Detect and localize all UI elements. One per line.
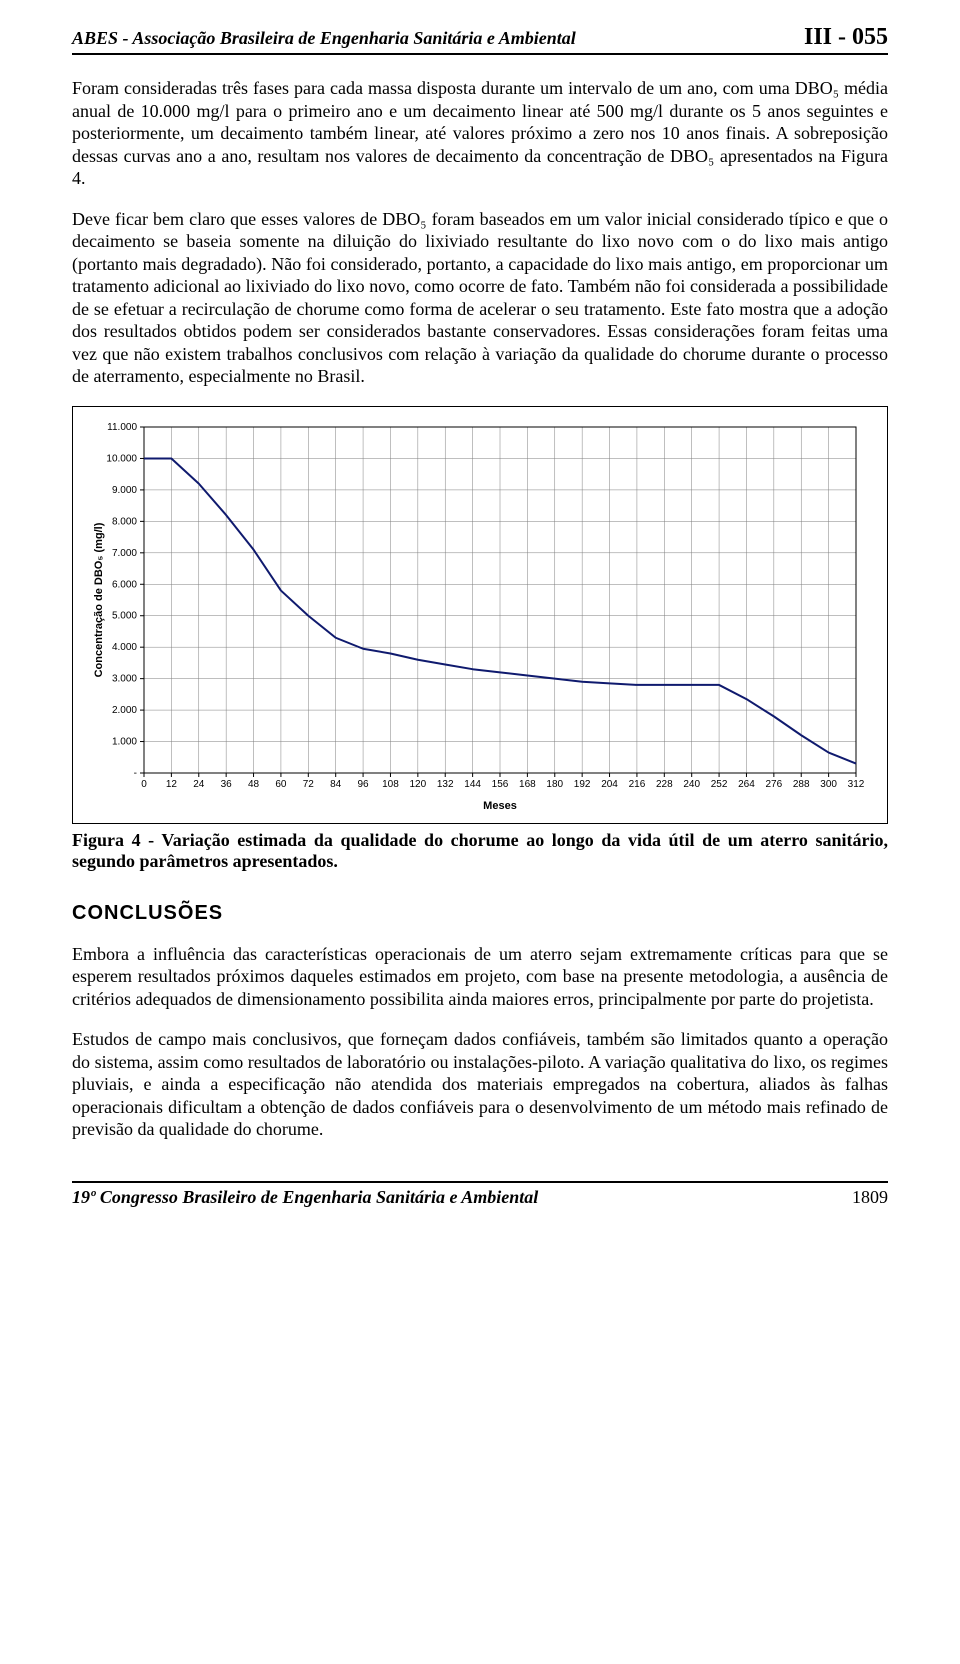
svg-text:48: 48 (248, 779, 260, 790)
svg-text:96: 96 (358, 779, 370, 790)
svg-text:1.000: 1.000 (112, 736, 137, 747)
svg-text:132: 132 (437, 779, 454, 790)
svg-text:0: 0 (141, 779, 147, 790)
svg-text:108: 108 (382, 779, 399, 790)
dbo5-line-chart: - 1.000 2.000 3.000 4.000 5.000 6.000 7.000 8.00… (86, 415, 866, 815)
svg-text:84: 84 (330, 779, 342, 790)
svg-text:168: 168 (519, 779, 536, 790)
paragraph-1: Foram consideradas três fases para cada … (72, 77, 888, 190)
svg-text:204: 204 (601, 779, 618, 790)
svg-text:288: 288 (793, 779, 810, 790)
svg-text:5.000: 5.000 (112, 610, 137, 621)
svg-text:-: - (134, 768, 137, 779)
svg-text:228: 228 (656, 779, 673, 790)
svg-text:192: 192 (574, 779, 591, 790)
svg-text:9.000: 9.000 (112, 484, 137, 495)
svg-text:252: 252 (711, 779, 728, 790)
svg-text:2.000: 2.000 (112, 705, 137, 716)
svg-text:24: 24 (193, 779, 205, 790)
svg-text:120: 120 (410, 779, 427, 790)
svg-text:216: 216 (629, 779, 646, 790)
chart-frame: - 1.000 2.000 3.000 4.000 5.000 6.000 7.000 8.00… (72, 406, 888, 824)
svg-text:Meses: Meses (483, 800, 517, 812)
page-footer: 19º Congresso Brasileiro de Engenharia S… (72, 1181, 888, 1208)
svg-text:36: 36 (221, 779, 233, 790)
svg-text:6.000: 6.000 (112, 579, 137, 590)
svg-text:3.000: 3.000 (112, 673, 137, 684)
svg-text:276: 276 (766, 779, 783, 790)
section-title-conclusoes: CONCLUSÕES (72, 902, 888, 925)
svg-text:156: 156 (492, 779, 509, 790)
svg-text:7.000: 7.000 (112, 547, 137, 558)
figure-caption: Figura 4 - Variação estimada da qualidad… (72, 830, 888, 872)
footer-right: 1809 (852, 1187, 888, 1208)
page-header: ABES - Associação Brasileira de Engenhar… (72, 24, 888, 55)
paragraph-4: Estudos de campo mais conclusivos, que f… (72, 1028, 888, 1141)
footer-left: 19º Congresso Brasileiro de Engenharia S… (72, 1187, 538, 1208)
svg-text:72: 72 (303, 779, 315, 790)
svg-text:4.000: 4.000 (112, 642, 137, 653)
svg-text:300: 300 (820, 779, 837, 790)
svg-text:180: 180 (546, 779, 563, 790)
header-right: III - 055 (804, 24, 888, 51)
svg-text:Concentração de DBO₅ (mg/l): Concentração de DBO₅ (mg/l) (93, 522, 105, 677)
svg-text:8.000: 8.000 (112, 516, 137, 527)
svg-text:12: 12 (166, 779, 178, 790)
svg-text:11.000: 11.000 (107, 422, 137, 433)
svg-text:10.000: 10.000 (106, 453, 137, 464)
svg-text:312: 312 (848, 779, 865, 790)
paragraph-3: Embora a influência das características … (72, 943, 888, 1011)
svg-text:264: 264 (738, 779, 755, 790)
paragraph-2: Deve ficar bem claro que esses valores d… (72, 208, 888, 388)
svg-text:144: 144 (464, 779, 481, 790)
header-left: ABES - Associação Brasileira de Engenhar… (72, 28, 576, 49)
svg-text:240: 240 (683, 779, 700, 790)
svg-text:60: 60 (275, 779, 287, 790)
